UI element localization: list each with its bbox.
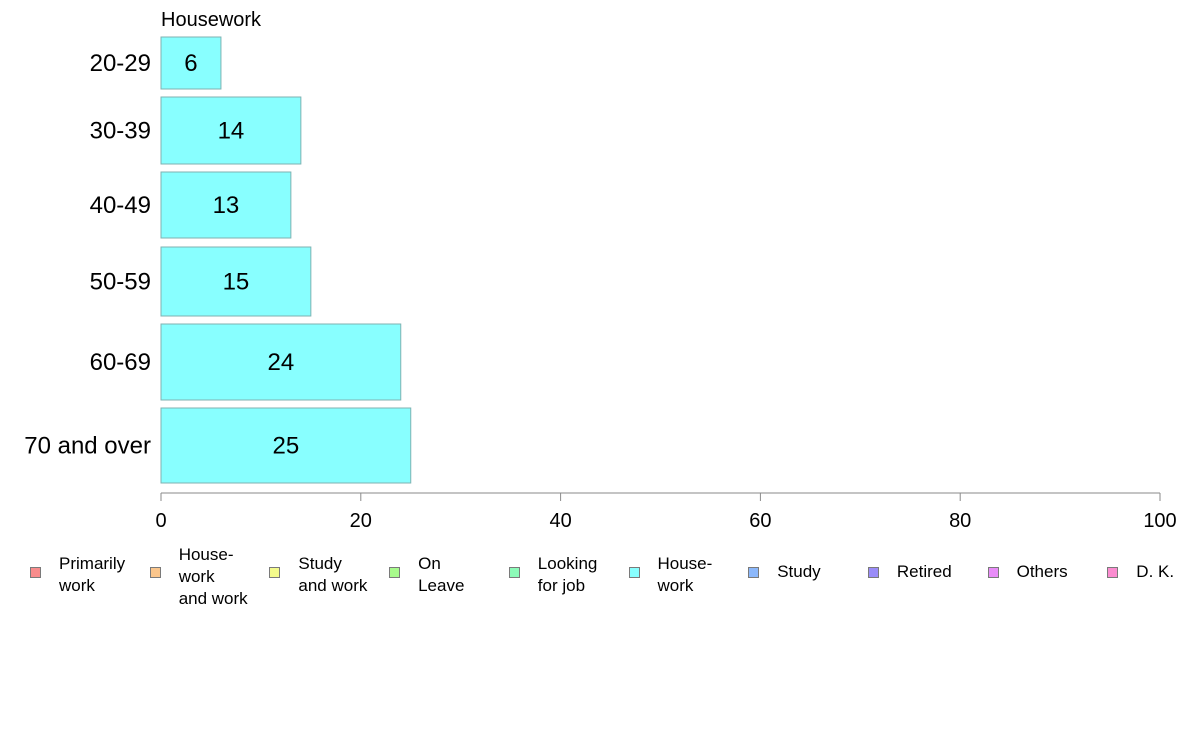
bar-value-label: 24 [268,349,295,376]
legend-label: Study [777,562,821,581]
legend-swatch [867,567,879,578]
legend-swatch [508,567,520,578]
legend-item: D. K. [1107,544,1174,583]
legend-item: On Leave [389,544,464,597]
legend-swatch [149,567,161,578]
bars: 6 20-29 14 30-39 13 40-49 15 50-59 24 60-69 25 70 a… [24,36,412,484]
bar [160,246,312,317]
legend-item: Retired [867,544,952,583]
x-tick-label: 0 [155,510,166,532]
legend-item: House- work [628,544,713,597]
legend-label: Retired [896,562,952,581]
legend-swatch [628,567,640,578]
bar-value-label: 13 [213,192,240,219]
x-tick-label: 20 [350,510,372,532]
legend-label: D. K. [1136,562,1175,581]
category-label: 30-39 [90,118,151,145]
category-label: 40-49 [90,192,151,219]
bar [160,96,302,165]
bar [160,407,412,484]
bar [160,36,222,90]
legend-label: Primarily work [59,554,126,595]
legend-label: Study and work [298,554,368,595]
legend-label: Others [1016,562,1068,581]
x-tick-label: 100 [1143,510,1176,532]
category-label: 60-69 [90,349,151,376]
bar-value-label: 15 [223,269,250,296]
legend-item: Study and work [269,544,367,597]
legend-item: Primarily work [30,544,125,597]
bar-value-label: 6 [184,50,197,77]
legend-swatch [748,567,760,578]
bar-value-label: 14 [218,118,245,145]
legend-label: House- work [657,554,713,595]
bar-value-label: 25 [273,433,300,460]
chart: Housework 620-291430-391340-491550-59246… [24,9,1177,532]
x-tick-label: 40 [549,510,571,532]
legend-item: Others [987,544,1068,583]
legend-label: House- work and work [178,545,248,608]
legend-item: House- work and work [149,544,248,610]
legend-swatch [389,567,401,578]
legend-label: Looking for job [537,554,598,595]
bar [160,171,292,239]
chart-title: Housework [161,9,262,31]
category-label: 50-59 [90,269,151,296]
legend-swatch [269,567,281,578]
legend-item: Looking for job [508,544,598,597]
legend-label: On Leave [418,554,465,595]
x-axis: 0 20 40 60 80 100 [155,492,1177,532]
legend-item: Study [748,544,821,583]
category-label: 20-29 [90,50,151,77]
bar [160,323,402,401]
x-tick-label: 80 [949,510,971,532]
x-tick-label: 60 [749,510,771,532]
legend-swatch [987,567,999,578]
category-label: 70 and over [24,433,151,460]
legend-swatch [1107,567,1119,578]
legend-swatch [30,567,41,578]
legend: Primarily work House- work and work Study … [30,544,1188,614]
